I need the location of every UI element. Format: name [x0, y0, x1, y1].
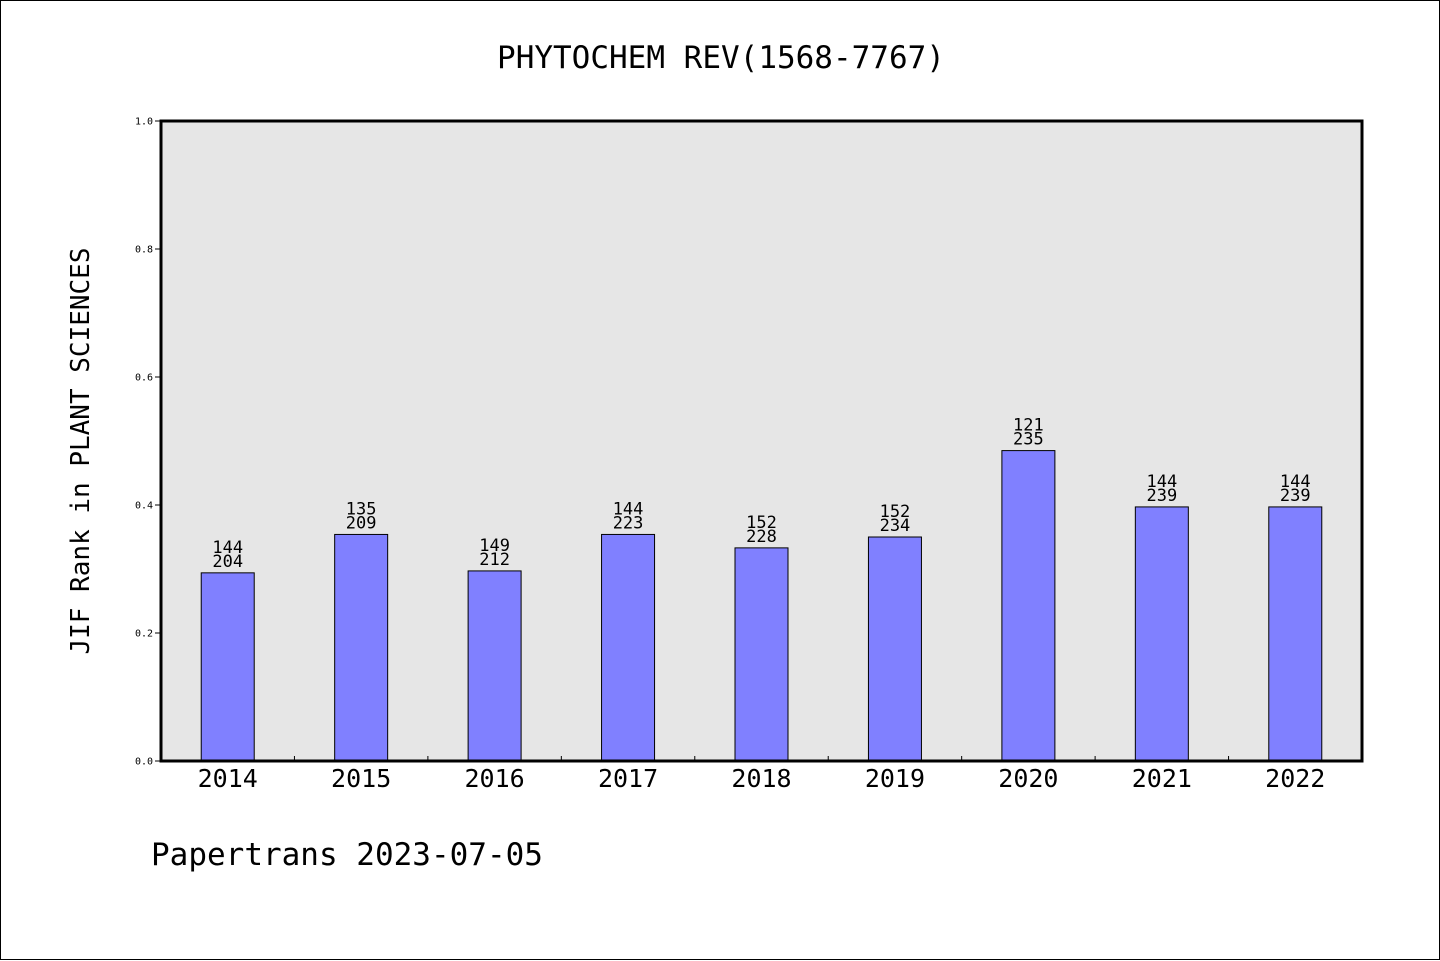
bar-2021 [1134, 506, 1189, 762]
bar-2019 [867, 536, 922, 762]
y-tick-label: 1.0 [135, 117, 153, 128]
x-tick-label: 2018 [731, 764, 791, 793]
bar-label-total: 204 [212, 552, 243, 572]
x-tick-label: 2022 [1265, 764, 1325, 793]
x-tick-label: 2016 [465, 764, 525, 793]
plot-border [159, 119, 1364, 763]
x-tick-label: 2019 [865, 764, 925, 793]
bar-2020 [1001, 450, 1056, 762]
bars-group [200, 450, 1323, 762]
x-tick-label: 2021 [1132, 764, 1192, 793]
x-tick-label: 2014 [198, 764, 258, 793]
x-axis-ticks: 2014 2015 2016 2017 2018 2019 2020 2021 2022 [198, 756, 1325, 793]
bar-label-total: 212 [479, 550, 510, 570]
bar-label-total: 209 [346, 513, 377, 533]
bar-2017 [601, 533, 656, 762]
y-axis-label: JIF Rank in PLANT SCIENCES [66, 248, 96, 655]
y-axis-ticks: 0.0 0.2 0.4 0.6 0.8 1.0 [135, 117, 161, 768]
chart-title: PHYTOCHEM REV(1568-7767) [497, 40, 945, 76]
y-tick-label: 0.6 [135, 373, 153, 384]
bar-2014 [200, 572, 255, 762]
y-tick-label: 0.8 [135, 245, 153, 256]
bar-label-rank: 144 [212, 538, 243, 558]
x-tick-label: 2015 [331, 764, 391, 793]
bar-label-total: 228 [746, 527, 777, 547]
bar-label-total: 235 [1013, 430, 1044, 450]
bar-label-rank: 121 [1013, 416, 1044, 436]
bar-2015 [334, 533, 389, 762]
y-tick-label: 0.2 [135, 629, 153, 640]
x-tick-label: 2020 [998, 764, 1058, 793]
bar-label-rank: 135 [346, 499, 377, 519]
bar-label-total: 223 [613, 513, 644, 533]
footer-text: Papertrans 2023-07-05 [151, 837, 543, 873]
bar-2018 [734, 547, 789, 762]
bar-label-total: 239 [1280, 486, 1311, 506]
y-tick-label: 0.0 [135, 757, 153, 768]
bar-label-rank: 144 [1146, 472, 1177, 492]
bar-label-rank: 152 [746, 513, 777, 533]
bar-label-total: 239 [1146, 486, 1177, 506]
bar-2016 [467, 570, 522, 762]
bar-label-total: 234 [880, 516, 911, 536]
bar-label-rank: 144 [1280, 472, 1311, 492]
bar-label-rank: 152 [880, 502, 911, 522]
bar-label-rank: 144 [613, 499, 644, 519]
x-tick-label: 2017 [598, 764, 658, 793]
y-tick-label: 0.4 [135, 501, 153, 512]
bar-label-rank: 149 [479, 536, 510, 556]
bar-2022 [1268, 506, 1323, 762]
